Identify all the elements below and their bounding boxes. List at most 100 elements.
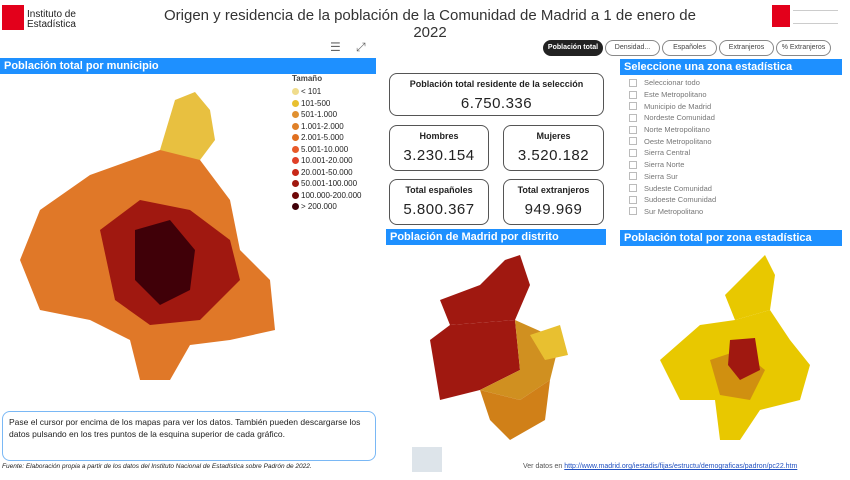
- kpi-label: Total extranjeros: [517, 185, 590, 195]
- legend-label: 50.001-100.000: [301, 179, 358, 189]
- kpi-hombres: Hombres 3.230.154: [389, 125, 489, 171]
- kpi-value: 3.230.154: [403, 147, 475, 164]
- zona-option[interactable]: Este Metropolitano: [629, 89, 716, 101]
- zona-header: Seleccione una zona estadística: [620, 59, 842, 75]
- zona-option-label: Sur Metropolitano: [644, 206, 704, 216]
- legend-swatch: [292, 88, 299, 96]
- zona-option[interactable]: Seleccionar todo: [629, 77, 716, 89]
- zona-option[interactable]: Sudeste Comunidad: [629, 182, 716, 194]
- legend-item[interactable]: < 101: [292, 86, 362, 98]
- checkbox[interactable]: [629, 137, 637, 146]
- tab-extranjeros[interactable]: Extranjeros: [719, 40, 774, 56]
- legend-label: 20.001-50.000: [301, 167, 353, 177]
- checkbox[interactable]: [629, 148, 637, 157]
- zona-option[interactable]: Municipio de Madrid: [629, 100, 716, 112]
- kpi-espanoles: Total españoles 5.800.367: [389, 179, 489, 225]
- checkbox[interactable]: [629, 207, 637, 216]
- tab-pct-extranjeros[interactable]: % Extranjeros: [776, 40, 831, 56]
- focus-mode-icon[interactable]: ⤢: [356, 40, 366, 54]
- zona-option[interactable]: Sierra Sur: [629, 171, 716, 183]
- legend-label: 10.001-20.000: [301, 156, 353, 166]
- kpi-value: 5.800.367: [403, 201, 475, 218]
- kpi-mujeres: Mujeres 3.520.182: [503, 125, 604, 171]
- zona-map[interactable]: [640, 250, 820, 445]
- ine-logo-text: Instituto de Estadística: [27, 9, 76, 30]
- legend-label: < 101: [301, 87, 322, 97]
- legend-item[interactable]: 5.001-10.000: [292, 144, 362, 156]
- legend-swatch: [292, 180, 299, 188]
- navigation-map-icon[interactable]: [412, 447, 442, 472]
- checkbox[interactable]: [629, 172, 637, 181]
- legend-label: 2.001-5.000: [301, 133, 344, 143]
- legend-item[interactable]: 20.001-50.000: [292, 167, 362, 179]
- municipio-legend: Tamaño < 101 101-500 501-1.000 1.001-2.000 2…: [292, 74, 362, 213]
- legend-swatch: [292, 122, 299, 130]
- municipio-map[interactable]: [0, 80, 290, 390]
- zona-option-label: Seleccionar todo: [644, 78, 700, 88]
- tab-poblacion-total[interactable]: Población total: [543, 40, 603, 56]
- zona-option-label: Sudoeste Comunidad: [644, 195, 717, 205]
- legend-item[interactable]: 50.001-100.000: [292, 178, 362, 190]
- kpi-value: 949.969: [524, 201, 583, 218]
- zona-option-label: Sierra Sur: [644, 171, 678, 181]
- zona-option[interactable]: Sur Metropolitano: [629, 206, 716, 218]
- kpi-total: Población total residente de la selecció…: [389, 73, 604, 116]
- legend-swatch: [292, 157, 299, 165]
- kpi-label: Población total residente de la selecció…: [409, 79, 584, 89]
- tab-densidad[interactable]: Densidad...: [605, 40, 660, 56]
- zona-option-label: Sierra Central: [644, 148, 691, 158]
- info-note: Pase el cursor por encima de los mapas p…: [2, 411, 376, 461]
- legend-item[interactable]: 101-500: [292, 98, 362, 110]
- zona-option-label: Sierra Norte: [644, 160, 685, 170]
- zona-option[interactable]: Sierra Central: [629, 147, 716, 159]
- checkbox[interactable]: [629, 78, 637, 87]
- legend-label: 5.001-10.000: [301, 144, 349, 154]
- distrito-map[interactable]: [420, 250, 580, 445]
- page-title: Origen y residencia de la población de l…: [163, 7, 696, 41]
- data-link[interactable]: http://www.madrid.org/iestadis/fijas/est…: [564, 463, 798, 470]
- zona-option-label: Este Metropolitano: [644, 90, 707, 100]
- checkbox[interactable]: [629, 160, 637, 169]
- checkbox[interactable]: [629, 125, 637, 134]
- ver-datos-row: Ver datos en http://www.madrid.org/iesta…: [523, 463, 797, 470]
- cam-logo: [772, 5, 790, 27]
- zona-option[interactable]: Nordeste Comunidad: [629, 112, 716, 124]
- zona-option[interactable]: Sudoeste Comunidad: [629, 194, 716, 206]
- kpi-label: Total españoles: [405, 185, 473, 195]
- legend-label: 1.001-2.000: [301, 121, 344, 131]
- checkbox[interactable]: [629, 90, 637, 99]
- zona-option[interactable]: Sierra Norte: [629, 159, 716, 171]
- district-west: [430, 320, 520, 400]
- legend-label: > 200.000: [301, 202, 337, 212]
- district-barajas: [530, 325, 568, 360]
- legend-title: Tamaño: [292, 74, 323, 83]
- legend-label: 101-500: [301, 98, 331, 108]
- zona-option[interactable]: Norte Metropolitano: [629, 124, 716, 136]
- checkbox[interactable]: [629, 184, 637, 193]
- source-text: Fuente: Elaboración propia a partir de l…: [2, 463, 312, 470]
- kpi-label: Hombres: [419, 131, 459, 141]
- tab-espanoles[interactable]: Españoles: [662, 40, 717, 56]
- legend-swatch: [292, 145, 299, 153]
- legend-item[interactable]: 501-1.000: [292, 109, 362, 121]
- legend-item[interactable]: 2.001-5.000: [292, 132, 362, 144]
- legend-swatch: [292, 134, 299, 142]
- legend-item[interactable]: 10.001-20.000: [292, 155, 362, 167]
- district-fuencarral: [440, 255, 530, 325]
- legend-swatch: [292, 168, 299, 176]
- filter-icon[interactable]: ☰: [330, 40, 341, 54]
- legend-item[interactable]: 100.000-200.000: [292, 190, 362, 202]
- checkbox[interactable]: [629, 102, 637, 111]
- zona-option[interactable]: Oeste Metropolitano: [629, 135, 716, 147]
- legend-item[interactable]: 1.001-2.000: [292, 121, 362, 133]
- checkbox[interactable]: [629, 195, 637, 204]
- legend-item[interactable]: > 200.000: [292, 201, 362, 213]
- kpi-value: 3.520.182: [517, 147, 590, 164]
- zona-option-label: Oeste Metropolitano: [644, 136, 712, 146]
- legend-swatch: [292, 203, 299, 211]
- measure-tabs: Población total Densidad... Españoles Ex…: [543, 40, 831, 56]
- legend-swatch: [292, 191, 299, 199]
- kpi-label: Mujeres: [536, 131, 571, 141]
- checkbox[interactable]: [629, 113, 637, 122]
- ver-datos-label: Ver datos en: [523, 463, 563, 470]
